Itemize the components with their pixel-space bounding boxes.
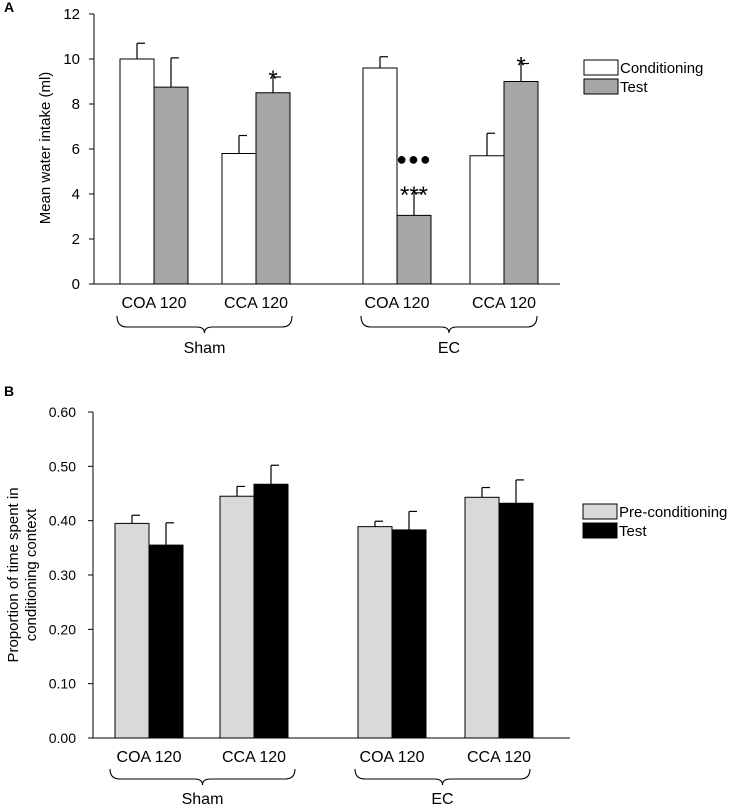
y-tick-label: 4 bbox=[72, 186, 80, 203]
bar bbox=[498, 502, 534, 739]
bar bbox=[469, 155, 505, 285]
y-axis-label: Mean water intake (ml) bbox=[37, 72, 54, 225]
y-tick-label: 0 bbox=[72, 276, 80, 293]
category-label: COA 120 bbox=[122, 295, 187, 312]
bar bbox=[114, 522, 150, 739]
legend-label: Test bbox=[620, 79, 648, 96]
group-label: EC bbox=[431, 791, 453, 808]
group-bracket bbox=[116, 315, 293, 334]
y-tick-label: 0.50 bbox=[49, 458, 76, 474]
legend-label: Pre-conditioning bbox=[619, 504, 727, 521]
bar bbox=[253, 483, 289, 739]
y-tick-label: 12 bbox=[63, 6, 80, 23]
legend-swatch bbox=[583, 59, 619, 76]
bar bbox=[255, 92, 291, 285]
bar bbox=[362, 67, 398, 285]
significance-marker: * bbox=[516, 53, 525, 80]
bar bbox=[357, 526, 393, 739]
bar bbox=[148, 544, 184, 739]
group-label: Sham bbox=[184, 340, 226, 357]
group-label: Sham bbox=[182, 791, 224, 808]
legend-label: Conditioning bbox=[620, 60, 703, 77]
y-tick-label: 0.40 bbox=[49, 513, 76, 529]
bar bbox=[221, 153, 257, 285]
bar bbox=[153, 86, 189, 285]
y-tick-label: 0.10 bbox=[49, 676, 76, 692]
y-tick-label: 6 bbox=[72, 141, 80, 158]
panel-label: B bbox=[4, 383, 14, 399]
bar bbox=[464, 496, 500, 739]
bar bbox=[219, 495, 255, 739]
category-label: CCA 120 bbox=[472, 295, 536, 312]
legend-swatch bbox=[583, 78, 619, 95]
legend-swatch bbox=[582, 503, 618, 520]
group-bracket bbox=[354, 768, 531, 786]
y-tick-label: 10 bbox=[63, 51, 80, 68]
bar bbox=[396, 214, 432, 285]
y-tick-label: 0.20 bbox=[49, 621, 76, 637]
group-bracket bbox=[109, 768, 296, 786]
panel-label: A bbox=[4, 0, 14, 15]
y-axis-label-line: Mean water intake (ml) bbox=[37, 72, 54, 225]
category-label: COA 120 bbox=[365, 295, 430, 312]
y-axis-label: Proportion of time spent inconditioning … bbox=[5, 487, 40, 662]
legend-label: Test bbox=[619, 523, 647, 540]
group-bracket bbox=[360, 315, 538, 334]
y-tick-label: 0.30 bbox=[49, 567, 76, 583]
y-tick-label: 8 bbox=[72, 96, 80, 113]
significance-marker: *** bbox=[400, 182, 428, 209]
y-axis-label-line: conditioning context bbox=[23, 508, 40, 641]
category-label: CCA 120 bbox=[222, 749, 286, 766]
y-axis-label-line: Proportion of time spent in bbox=[5, 487, 22, 662]
significance-marker: ●●● bbox=[396, 149, 432, 169]
y-tick-label: 0.00 bbox=[49, 730, 76, 746]
y-tick-label: 0.60 bbox=[49, 404, 76, 420]
group-label: EC bbox=[438, 340, 460, 357]
category-label: CCA 120 bbox=[467, 749, 531, 766]
category-label: COA 120 bbox=[117, 749, 182, 766]
category-label: CCA 120 bbox=[224, 295, 288, 312]
y-tick-label: 2 bbox=[72, 231, 80, 248]
bar bbox=[503, 81, 539, 285]
significance-marker: * bbox=[268, 66, 277, 93]
bar bbox=[119, 58, 155, 285]
bar bbox=[391, 529, 427, 739]
legend-swatch bbox=[582, 522, 618, 539]
category-label: COA 120 bbox=[360, 749, 425, 766]
